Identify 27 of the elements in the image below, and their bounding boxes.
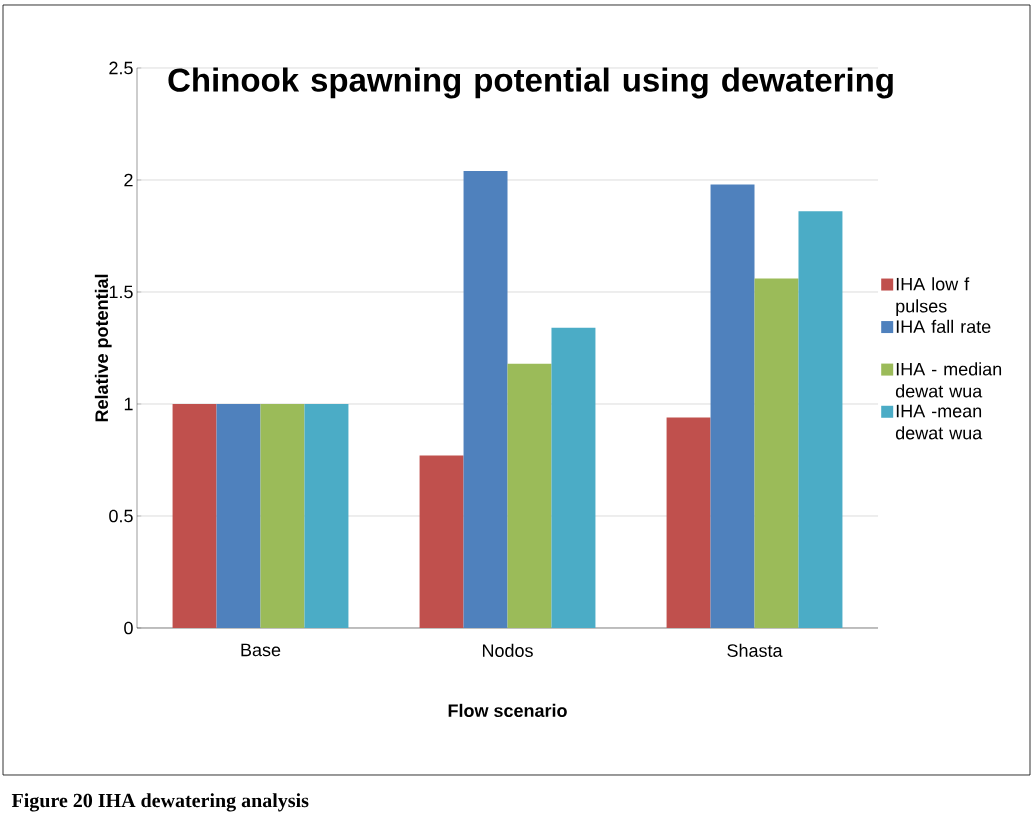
bar [507, 363, 552, 629]
bar [551, 327, 596, 629]
bar [172, 404, 217, 629]
bar [419, 455, 464, 629]
y-tick-label: 0.5 [109, 509, 133, 523]
bar [798, 211, 843, 629]
y-tick-label: 2.5 [109, 61, 133, 75]
bar [463, 171, 508, 629]
x-tick-label: Nodos [482, 643, 533, 658]
bar [710, 184, 755, 629]
x-tick-label: Shasta [727, 643, 783, 658]
x-axis-title: Flow scenario [448, 703, 567, 718]
y-tick-label: 1 [124, 397, 133, 411]
y-tick-label: 0 [124, 621, 133, 635]
bar [754, 278, 799, 629]
legend-label: IHA low f pulses [896, 277, 970, 317]
legend-label: IHA fall rate [896, 319, 991, 334]
bar [216, 404, 261, 629]
chart-title: Chinook spawning potential using dewatering [168, 67, 893, 99]
legend-label: IHA - median dewat wua [895, 362, 1002, 398]
legend-label: IHA -mean dewat wua [895, 404, 983, 440]
bar [260, 404, 305, 629]
bar [666, 417, 711, 629]
x-tick-label: Base [241, 643, 281, 657]
y-tick-label: 2 [124, 173, 133, 187]
caption: Figure 20 IHA dewatering analysis [11, 793, 309, 812]
bar [304, 404, 349, 629]
